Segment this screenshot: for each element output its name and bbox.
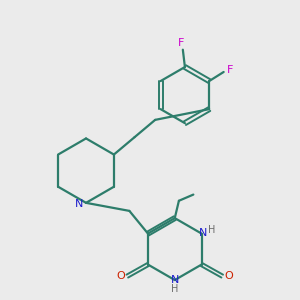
Text: O: O <box>116 271 125 281</box>
Text: N: N <box>74 199 83 209</box>
Text: H: H <box>171 284 178 294</box>
Text: F: F <box>227 65 233 75</box>
Text: H: H <box>208 225 215 235</box>
Text: N: N <box>199 228 207 238</box>
Text: F: F <box>178 38 184 48</box>
Text: N: N <box>171 275 179 285</box>
Text: O: O <box>224 271 233 281</box>
